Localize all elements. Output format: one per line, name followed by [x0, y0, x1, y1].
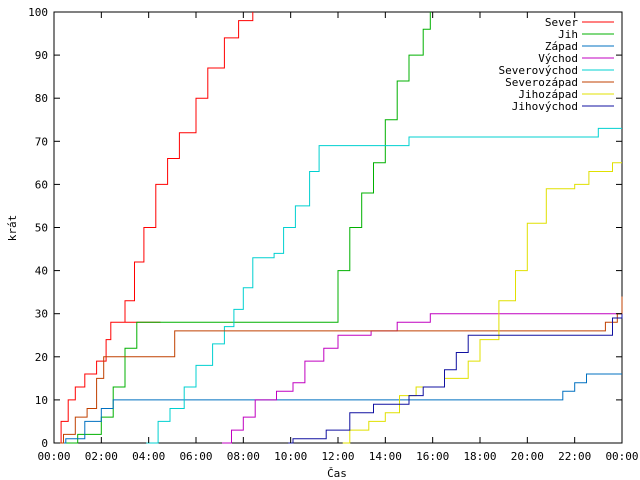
series-line-3: [54, 373, 622, 444]
y-tick-label: 50: [35, 222, 48, 235]
x-tick-label: 20:00: [511, 450, 544, 463]
x-tick-label: 00:00: [37, 450, 70, 463]
legend-label: Jihovýchod: [512, 100, 578, 113]
x-tick-label: 10:00: [274, 450, 307, 463]
legend-label: Jih: [558, 28, 578, 41]
series-layer: [54, 12, 623, 444]
y-tick-label: 80: [35, 92, 48, 105]
y-axis-label: krát: [6, 215, 19, 242]
x-tick-label: 04:00: [132, 450, 165, 463]
y-tick-label: 30: [35, 308, 48, 321]
series-line-6: [54, 296, 623, 444]
y-tick-label: 40: [35, 265, 48, 278]
series-line-4: [222, 313, 622, 444]
series-line-8: [288, 313, 623, 444]
x-axis-label: Čas: [327, 467, 347, 480]
series-line-5: [146, 127, 622, 444]
x-tick-label: 18:00: [463, 450, 496, 463]
legend-label: Západ: [545, 40, 578, 53]
legend-label: Severovýchod: [499, 64, 578, 77]
axes-layer: 0 10 20 30 40 50 60 70 80 90 100 00:00 02:00 04:00 06:…: [28, 6, 638, 463]
series-line-1: [54, 12, 254, 444]
y-tick-label: 10: [35, 394, 48, 407]
x-tick-label: 06:00: [179, 450, 212, 463]
x-tick-label: 14:00: [369, 450, 402, 463]
y-tick-label: 100: [28, 6, 48, 19]
legend-label: Sever: [545, 16, 578, 29]
legend-label: Severozápad: [505, 76, 578, 89]
y-tick-label: 70: [35, 135, 48, 148]
y-tick-label: 90: [35, 49, 48, 62]
y-tick-label: 0: [41, 437, 48, 450]
x-tick-label: 16:00: [416, 450, 449, 463]
x-tick-label: 22:00: [558, 450, 591, 463]
y-tick-label: 20: [35, 351, 48, 364]
x-tick-label: 00:00: [605, 450, 638, 463]
x-tick-label: 02:00: [85, 450, 118, 463]
series-line-2: [54, 12, 431, 444]
series-line-7: [342, 162, 622, 444]
legend: SeverJihZápadVýchodSeverovýchodSeverozáp…: [499, 16, 614, 113]
x-tick-label: 08:00: [227, 450, 260, 463]
y-tick-label: 60: [35, 178, 48, 191]
x-tick-label: 12:00: [321, 450, 354, 463]
legend-label: Jihozápad: [518, 88, 578, 101]
legend-label: Východ: [538, 52, 578, 65]
